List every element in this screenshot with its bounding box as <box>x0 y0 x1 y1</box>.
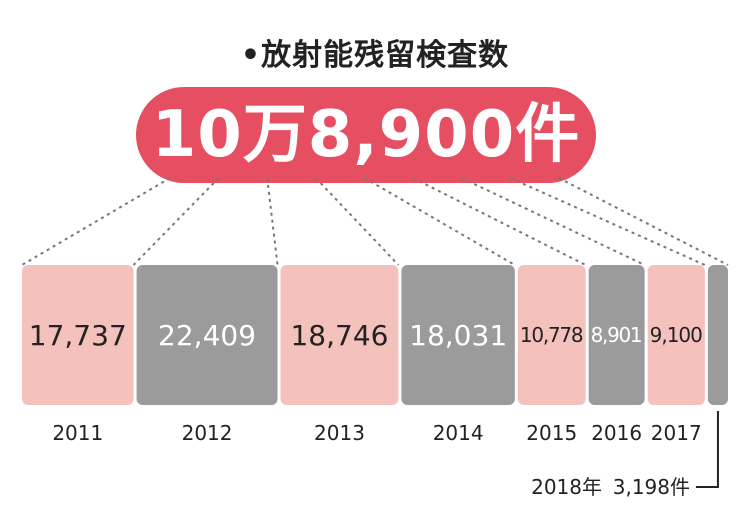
category-label-2014: 2014 <box>433 421 484 445</box>
category-label-2011: 2011 <box>52 421 103 445</box>
connector-line <box>558 177 729 266</box>
connector-line <box>21 177 171 266</box>
connector-line <box>132 177 220 266</box>
bar-2011 <box>22 265 134 405</box>
value-label-2018年: 3,198件 <box>613 475 690 499</box>
category-label-2012: 2012 <box>182 421 233 445</box>
bar-2018年 <box>707 265 728 405</box>
bar-2013 <box>280 265 399 405</box>
bar-2017 <box>647 265 705 405</box>
total-value: 10万8,900件 <box>151 98 581 172</box>
value-label-2016: 8,901 <box>591 323 643 347</box>
value-label-2011: 17,737 <box>29 319 127 352</box>
connector-line <box>363 177 516 266</box>
connector-line <box>509 177 706 266</box>
connector-line <box>412 177 587 266</box>
connector-line <box>461 177 646 266</box>
callout-line <box>695 411 719 488</box>
value-label-2017: 9,100 <box>650 323 703 347</box>
value-label-2015: 10,778 <box>520 323 584 347</box>
bar-2016 <box>588 265 645 405</box>
connector-line <box>266 177 279 266</box>
bar-2012 <box>136 265 278 405</box>
bar-2015 <box>517 265 586 405</box>
category-label-2017: 2017 <box>651 421 702 445</box>
bar-2014 <box>401 265 515 405</box>
category-label-2016: 2016 <box>591 421 642 445</box>
value-label-2014: 18,031 <box>409 319 507 352</box>
category-label-2013: 2013 <box>314 421 365 445</box>
value-label-2013: 18,746 <box>290 319 388 352</box>
category-label-2018年: 2018年 <box>531 475 602 499</box>
chart-title: •放射能残留検査数 <box>240 38 510 73</box>
total-badge <box>136 87 596 183</box>
category-label-2015: 2015 <box>526 421 577 445</box>
connector-line <box>315 177 400 266</box>
value-label-2012: 22,409 <box>158 319 256 352</box>
